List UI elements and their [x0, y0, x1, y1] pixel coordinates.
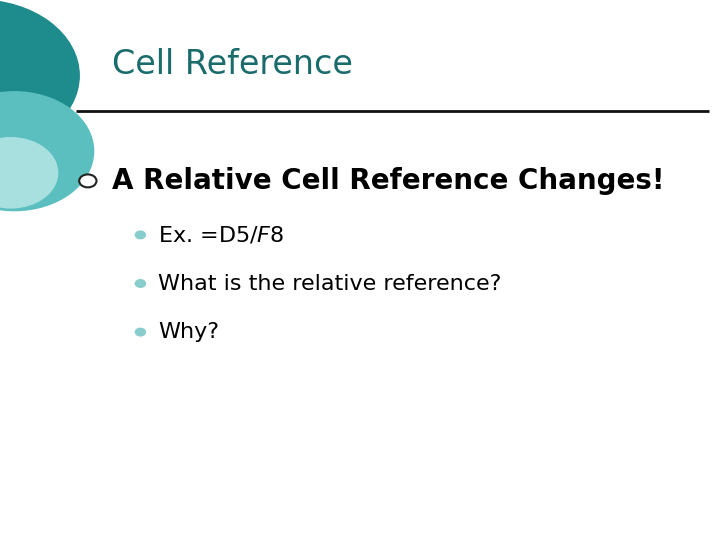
- Circle shape: [135, 280, 145, 287]
- Text: Ex. =D5/$F$8: Ex. =D5/$F$8: [158, 225, 284, 245]
- Circle shape: [135, 231, 145, 239]
- Circle shape: [79, 174, 96, 187]
- Text: A Relative Cell Reference Changes!: A Relative Cell Reference Changes!: [112, 167, 664, 195]
- Text: What is the relative reference?: What is the relative reference?: [158, 273, 502, 294]
- Circle shape: [0, 138, 58, 208]
- Circle shape: [135, 328, 145, 336]
- Text: Why?: Why?: [158, 322, 220, 342]
- Text: Cell Reference: Cell Reference: [112, 48, 353, 82]
- Circle shape: [0, 0, 79, 151]
- Circle shape: [0, 92, 94, 211]
